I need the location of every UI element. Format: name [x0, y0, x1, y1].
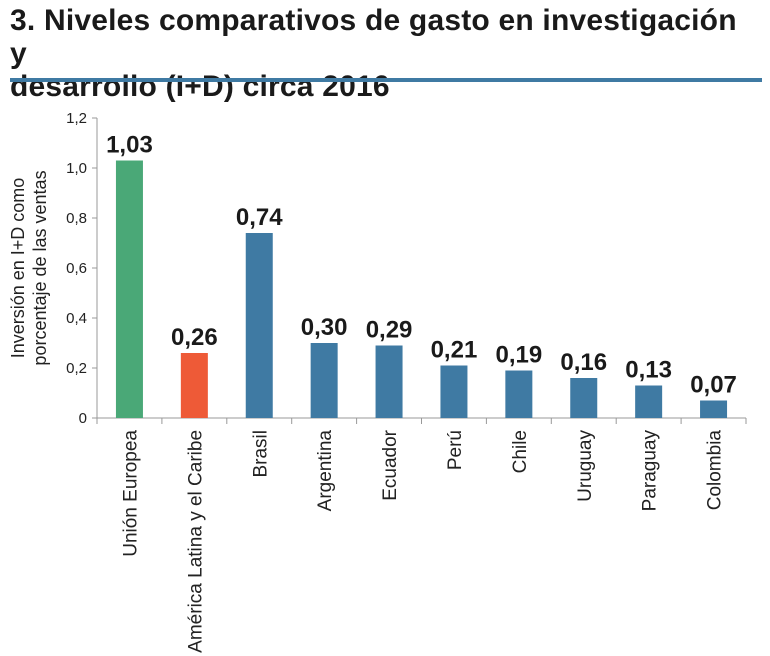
y-tick-label: 0,2 — [66, 360, 87, 377]
category-label: Brasil — [250, 430, 271, 478]
data-label: 1,03 — [106, 132, 153, 159]
category-label: Ecuador — [380, 429, 401, 500]
bar — [115, 160, 143, 418]
category-label: América Latina y el Caribe — [185, 430, 206, 653]
data-label: 0,21 — [431, 337, 478, 364]
chart-title-line-1: 3. Niveles comparativos de gasto en inve… — [10, 4, 737, 70]
bar — [375, 345, 403, 418]
data-label: 0,29 — [366, 317, 413, 344]
bar — [180, 353, 208, 418]
data-labels: 1,03 0,26 0,74 0,30 0,29 0,21 0,19 0,16 0,13 0,07 — [106, 132, 737, 399]
data-label: 0,30 — [301, 314, 348, 341]
category-label: Paraguay — [640, 430, 661, 512]
bar — [310, 343, 338, 418]
y-axis-title-line: porcentaje de las ventas — [30, 170, 50, 365]
y-tick-label: 0,4 — [66, 310, 87, 327]
y-axis-label: Inversión en I+D como porcentaje de las v… — [8, 170, 50, 365]
data-label: 0,74 — [236, 204, 283, 231]
y-tick-label: 0 — [79, 410, 87, 427]
category-label: Colombia — [705, 430, 726, 511]
y-axis-title-line: Inversión en I+D como — [8, 178, 28, 359]
bar — [570, 378, 598, 418]
bar — [245, 233, 273, 418]
data-label: 0,13 — [625, 357, 672, 384]
y-tick-label: 1,2 — [66, 110, 87, 127]
data-label: 0,19 — [495, 342, 542, 369]
bar — [700, 400, 728, 418]
y-axis-ticks: 0 0,2 0,4 0,6 0,8 1,0 1,2 — [66, 110, 97, 427]
y-tick-label: 1,0 — [66, 160, 87, 177]
chart-title-line-2: desarrollo (I+D) circa 2016 — [10, 70, 390, 103]
category-label: Unión Europea — [120, 430, 141, 557]
category-labels: Unión Europea América Latina y el Caribe B… — [120, 429, 725, 652]
bars — [115, 160, 728, 418]
data-label: 0,07 — [690, 372, 737, 399]
data-label: 0,16 — [560, 349, 607, 376]
chart-title: 3. Niveles comparativos de gasto en inve… — [10, 4, 760, 103]
data-label: 0,26 — [171, 324, 218, 351]
bar — [505, 370, 533, 418]
category-label: Chile — [510, 430, 531, 473]
bar — [635, 385, 663, 418]
category-label: Uruguay — [575, 430, 596, 502]
category-label: Argentina — [315, 430, 336, 512]
y-tick-label: 0,6 — [66, 260, 87, 277]
title-rule — [10, 78, 762, 82]
bar — [440, 365, 468, 418]
y-tick-label: 0,8 — [66, 210, 87, 227]
category-label: Perú — [445, 430, 466, 470]
